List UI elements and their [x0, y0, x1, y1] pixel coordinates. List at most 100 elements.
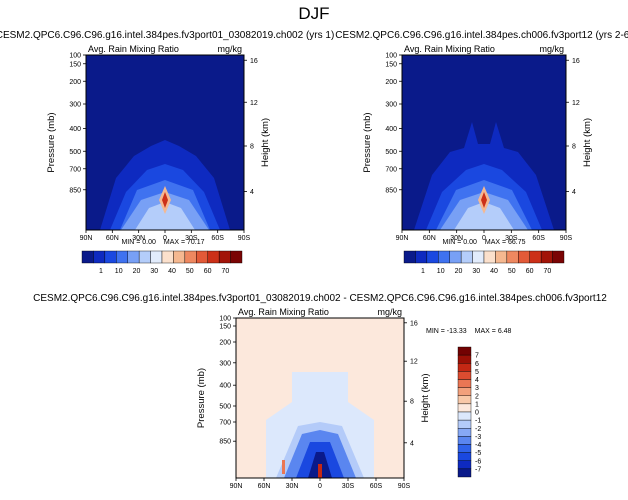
units-label: mg/kg [377, 307, 402, 317]
colorbar-box [460, 250, 473, 264]
panel-difference: CESM2.QPC6.C96.C96.g16.intel.384pes.fv3p… [33, 293, 607, 490]
colorbar-label: 3 [475, 385, 479, 392]
colorbar-label: 10 [115, 268, 123, 275]
y-tick-label: 300 [385, 102, 397, 109]
y-tick-label: 400 [219, 383, 231, 390]
colorbar-box [173, 250, 186, 264]
colorbar-label: 30 [150, 268, 158, 275]
y-tick-label: 850 [385, 187, 397, 194]
y-axis-title: Pressure (mb) [196, 368, 207, 428]
colorbar-box [207, 250, 220, 264]
colorbar-label: -1 [475, 418, 481, 425]
colorbar-box [483, 250, 496, 264]
y2-axis-title: Height (km) [582, 118, 593, 167]
y2-tick-label: 4 [572, 189, 576, 196]
x-tick-label: 90N [396, 235, 409, 242]
contour-band-6 [162, 192, 168, 208]
colorbar-label: -2 [475, 426, 481, 433]
y2-tick-label: 16 [250, 58, 258, 65]
x-tick-label: 30N [450, 235, 463, 242]
x-tick-label: 0 [482, 235, 486, 242]
panel-test: CESM2.QPC6.C96.C96.g16.intel.384pes.ch00… [335, 30, 628, 275]
colorbar-box [518, 250, 530, 264]
x-tick-label: 90N [230, 483, 243, 490]
colorbar-box [506, 250, 519, 264]
colorbar-box [457, 452, 472, 461]
colorbar-box [457, 395, 472, 405]
y2-tick-label: 12 [250, 100, 258, 107]
y2-tick-label: 12 [572, 100, 580, 107]
contour-band-6 [481, 192, 487, 208]
colorbar-box [93, 250, 106, 264]
x-tick-label: 30S [342, 483, 355, 490]
diff-band-5 [318, 464, 322, 478]
y2-axis-title: Height (km) [420, 373, 431, 422]
y-tick-label: 150 [385, 61, 397, 68]
colorbar-box [138, 250, 151, 264]
colorbar-box [184, 250, 197, 264]
stats-text: MIN = 0.00 MAX = 66.75 [442, 239, 525, 246]
colorbar-box [457, 363, 472, 372]
diff-band-6 [282, 460, 285, 474]
colorbar-label: 20 [133, 268, 141, 275]
x-tick-label: 0 [318, 483, 322, 490]
colorbar-box [552, 250, 565, 264]
colorbar-box [457, 403, 472, 413]
x-tick-label: 60N [258, 483, 271, 490]
y-tick-label: 200 [219, 340, 231, 347]
colorbar-label: 40 [168, 268, 176, 275]
colorbar-box [403, 250, 416, 264]
y-tick-label: 100 [219, 316, 231, 323]
panel-title: CESM2.QPC6.C96.C96.g16.intel.384pes.fv3p… [0, 30, 334, 41]
colorbar-label: 70 [543, 268, 551, 275]
colorbar: 1 10 20 30 40 50 60 70 [403, 250, 565, 275]
x-tick-label: 60N [423, 235, 436, 242]
colorbar-label: 1 [475, 401, 479, 408]
colorbar-box [230, 250, 243, 264]
colorbar-box [457, 371, 472, 380]
min-stat: MIN = 0.00 [121, 239, 156, 246]
x-tick-label: 60N [106, 235, 119, 242]
x-tick-label: 90S [398, 483, 411, 490]
min-stat: MIN = -13.33 [426, 328, 467, 335]
colorbar-box [457, 419, 472, 429]
colorbar-box [457, 379, 472, 388]
x-tick-label: 30N [132, 235, 145, 242]
y-tick-label: 300 [69, 102, 81, 109]
y2-tick-label: 8 [250, 144, 254, 151]
colorbar-box [472, 250, 485, 264]
y-tick-label: 700 [385, 166, 397, 173]
y-axis-title: Pressure (mb) [46, 112, 57, 172]
colorbar-box [495, 250, 508, 264]
colorbar-label: 6 [475, 361, 479, 368]
y-tick-label: 150 [219, 324, 231, 331]
y-tick-label: 200 [385, 79, 397, 86]
colorbar-box [438, 250, 450, 264]
y-tick-label: 400 [69, 126, 81, 133]
y-tick-label: 100 [385, 53, 397, 60]
colorbar-label: -4 [475, 442, 481, 449]
y2-tick-label: 4 [410, 440, 414, 447]
max-stat: MAX = 66.75 [485, 239, 526, 246]
colorbar-label: 4 [475, 377, 479, 384]
colorbar-label: 1 [99, 268, 103, 275]
x-tick-label: 30S [505, 235, 518, 242]
y-tick-label: 700 [219, 420, 231, 427]
colorbar-box [540, 250, 553, 264]
units-label: mg/kg [217, 44, 242, 54]
colorbar-label: 1 [421, 268, 425, 275]
variable-label: Avg. Rain Mixing Ratio [238, 307, 329, 317]
colorbar-label: 50 [186, 268, 194, 275]
colorbar-label: 30 [472, 268, 480, 275]
colorbar-label: 50 [508, 268, 516, 275]
colorbar-box [449, 250, 462, 264]
colorbar-label: 60 [204, 268, 212, 275]
colorbar-label: 5 [475, 369, 479, 376]
min-stat: MIN = 0.00 [442, 239, 477, 246]
x-tick-label: 90S [238, 235, 251, 242]
colorbar-label: 2 [475, 393, 479, 400]
y2-tick-label: 12 [410, 359, 418, 366]
colorbar-box [457, 411, 472, 421]
x-tick-label: 60S [532, 235, 545, 242]
